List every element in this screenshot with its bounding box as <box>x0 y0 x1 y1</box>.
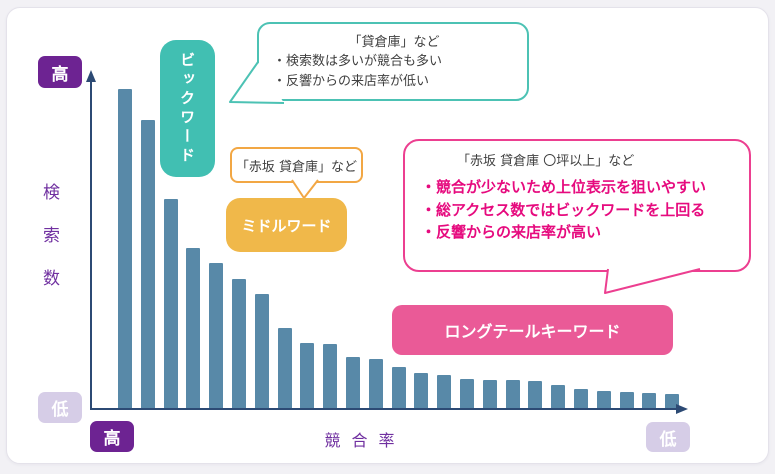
bar <box>574 389 588 409</box>
bar <box>163 199 178 409</box>
middle-word-bubble-title: 「赤坂 貸倉庫」など <box>235 159 358 175</box>
bar <box>277 328 292 409</box>
long-tail-bubble-title: 「赤坂 貸倉庫 〇坪以上」など <box>457 154 635 169</box>
bar <box>505 380 520 409</box>
big-word-box: ビックワード <box>160 40 215 177</box>
x-axis-low-badge: 低 <box>646 422 690 452</box>
long-tail-bubble-tail-icon <box>604 268 701 294</box>
middle-word-box: ミドルワード <box>226 198 347 252</box>
long-tail-bubble: 「赤坂 貸倉庫 〇坪以上」など ・競合が少ないため上位表示を狙いやすい ・総アク… <box>403 139 751 272</box>
bar <box>118 89 132 409</box>
big-word-bubble-tail-icon <box>229 61 285 104</box>
bar <box>619 392 634 409</box>
bar <box>460 379 474 409</box>
x-axis-title: 競合率 <box>324 431 406 450</box>
bar <box>665 394 680 409</box>
bar <box>368 359 383 409</box>
long-tail-bubble-point: ・総アクセス数ではビックワードを上回る <box>421 200 706 219</box>
bar <box>323 344 338 409</box>
bar <box>596 391 611 409</box>
bar <box>437 375 452 409</box>
bar <box>551 385 566 409</box>
y-axis-title: 検索数 <box>39 183 59 312</box>
bar <box>414 373 429 409</box>
bar <box>186 248 201 409</box>
big-word-bubble-title: 「貸倉庫」など <box>348 35 440 50</box>
bar <box>254 294 269 409</box>
long-tail-bubble-point: ・競合が少ないため上位表示を狙いやすい <box>421 178 707 196</box>
bar <box>300 343 315 409</box>
bar <box>528 381 543 409</box>
long-tail-bubble-point: ・反響からの来店率が高い <box>421 223 602 241</box>
bar <box>140 120 155 409</box>
bar <box>482 380 497 409</box>
y-axis-low-badge: 低 <box>38 392 82 423</box>
big-word-bubble: 「貸倉庫」など ・検索数は多いが競合も多い ・反響からの来店率が低い <box>257 22 529 101</box>
bar <box>642 393 657 409</box>
y-axis-high-badge: 高 <box>38 56 82 88</box>
big-word-bubble-point: ・検索数は多いが競合も多い <box>273 54 443 69</box>
bar <box>209 263 224 409</box>
big-word-bubble-point: ・反響からの来店率が低い <box>273 74 430 90</box>
x-axis-high-badge: 高 <box>90 421 134 452</box>
bar <box>346 357 360 409</box>
bar <box>232 279 246 409</box>
bar <box>391 367 406 409</box>
long-tail-word-box: ロングテールキーワード <box>392 305 673 355</box>
